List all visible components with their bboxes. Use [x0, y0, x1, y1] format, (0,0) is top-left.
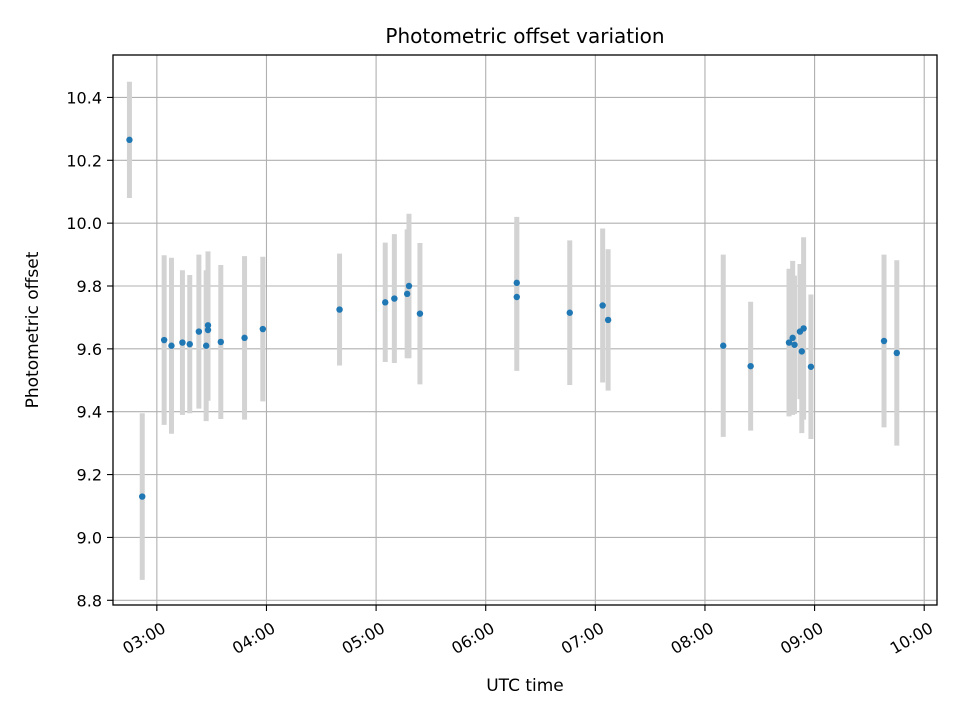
data-point — [202, 342, 210, 349]
chart-title: Photometric offset variation — [385, 24, 664, 48]
y-tick-label: 9.4 — [77, 403, 102, 422]
data-point — [241, 334, 248, 342]
data-point — [416, 310, 424, 317]
data-point — [800, 325, 807, 332]
data-point — [126, 136, 133, 144]
y-tick-label: 9.2 — [77, 466, 102, 485]
data-point — [160, 336, 168, 344]
y-tick-label: 9.8 — [77, 277, 102, 296]
data-point — [880, 337, 888, 345]
data-point — [195, 328, 203, 335]
x-tick-label: 04:00 — [229, 618, 278, 658]
data-point — [798, 348, 805, 355]
data-point — [807, 363, 815, 370]
data-point — [789, 334, 796, 342]
data-point — [599, 302, 606, 309]
data-point — [604, 316, 612, 324]
data-point — [204, 322, 212, 329]
data-point — [791, 341, 798, 348]
data-point — [720, 342, 727, 349]
x-tick-label: 08:00 — [668, 618, 717, 658]
x-tick-label: 06:00 — [448, 618, 497, 658]
data-point — [785, 339, 793, 346]
x-tick-label: 10:00 — [887, 618, 936, 658]
data-point — [204, 326, 212, 334]
data-point — [747, 362, 754, 370]
x-tick-label: 03:00 — [119, 618, 168, 658]
data-point — [336, 306, 343, 313]
plot-frame — [112, 54, 938, 606]
y-tick-label: 9.0 — [77, 528, 102, 547]
x-axis-ticks: 03:00 04:00 05:00 06:00 07:00 08:00 09:00 10:00 — [119, 605, 936, 658]
x-tick-label: 09:00 — [777, 618, 826, 658]
data-point — [139, 493, 146, 500]
y-tick-label: 9.6 — [77, 340, 102, 359]
y-tick-label: 10.0 — [66, 214, 102, 233]
y-axis-ticks: 8.8 9.0 9.2 9.4 9.6 9.8 10.0 10.2 10.4 — [66, 88, 113, 610]
data-point — [259, 325, 267, 333]
data-point — [382, 299, 389, 306]
data-point — [186, 340, 193, 348]
x-tick-label: 05:00 — [339, 618, 388, 658]
data-point — [513, 279, 520, 287]
y-axis-label: Photometric offset — [23, 251, 43, 408]
y-tick-label: 10.4 — [66, 88, 102, 107]
x-tick-label: 07:00 — [558, 618, 607, 658]
data-point — [403, 290, 411, 298]
data-point — [405, 282, 413, 290]
data-point — [566, 309, 573, 316]
x-axis-label: UTC time — [486, 676, 564, 696]
error-bars — [126, 81, 900, 580]
data-point — [168, 342, 175, 349]
data-point — [513, 293, 520, 301]
data-point — [179, 339, 186, 346]
data-point — [391, 295, 398, 302]
data-points — [126, 136, 901, 500]
y-tick-label: 10.2 — [66, 151, 102, 170]
data-point — [217, 338, 224, 346]
y-tick-label: 8.8 — [77, 591, 102, 610]
data-point — [893, 349, 901, 357]
